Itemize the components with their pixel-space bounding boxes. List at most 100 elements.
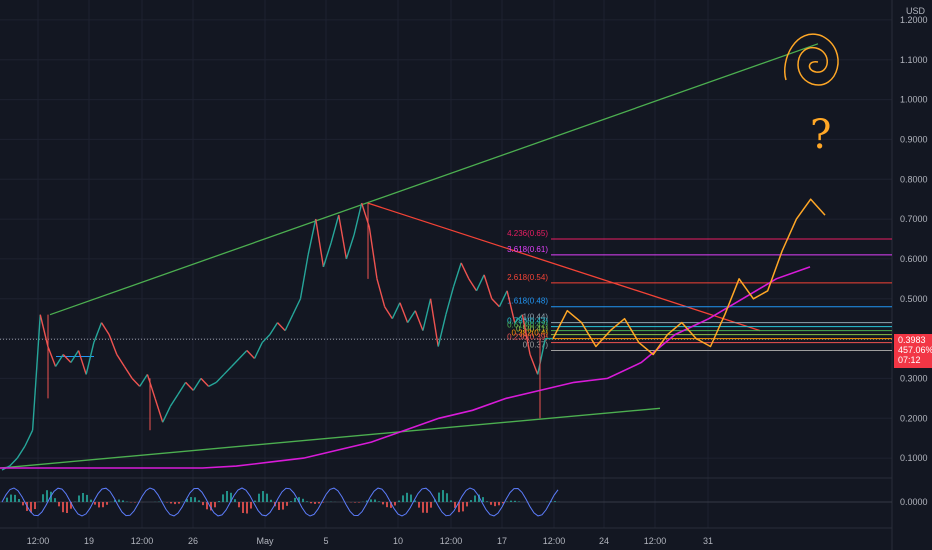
osc-bar: [18, 498, 20, 502]
price-segment: [154, 398, 164, 423]
osc-bar: [114, 499, 116, 502]
osc-bar: [250, 502, 252, 509]
osc-bar: [22, 502, 24, 506]
osc-bar: [318, 502, 320, 504]
price-segment: [231, 358, 240, 367]
price-segment: [223, 365, 233, 375]
osc-bar: [286, 502, 288, 506]
price-segment: [276, 322, 286, 332]
fib-level-label: 0.618(0.42): [507, 321, 548, 330]
time-axis[interactable]: 12:00 19 12:00 26 May 5 10 12:00 17 12:00 24 12:00 3…: [27, 536, 713, 546]
osc-bar: [90, 499, 92, 502]
osc-bar: [494, 502, 496, 507]
osc-bar: [506, 501, 508, 502]
y-tick-label: 0.7000: [900, 214, 928, 224]
osc-bar: [490, 502, 492, 505]
price-segment: [330, 214, 340, 244]
osc-bar: [46, 490, 48, 502]
osc-bar: [466, 502, 468, 507]
price-segment: [491, 298, 500, 308]
osc-bar: [202, 502, 204, 506]
fib-level-label: 0.5(0.41): [516, 325, 548, 334]
osc-bar: [462, 502, 464, 512]
osc-bar: [382, 502, 384, 505]
price-segment: [391, 302, 401, 319]
price-segment: [253, 342, 263, 359]
price-segment: [429, 298, 439, 347]
osc-bar: [262, 491, 264, 502]
osc-bar: [374, 499, 376, 502]
price-segment: [498, 290, 508, 308]
price-segment: [215, 373, 225, 383]
price-segment: [24, 429, 34, 447]
question-mark: ?: [810, 112, 831, 158]
osc-bar: [54, 498, 56, 502]
price-segment: [139, 374, 148, 387]
osc-bar: [394, 502, 396, 506]
osc-bar: [386, 502, 388, 508]
x-tick-label: 10: [393, 536, 403, 546]
osc-bar: [282, 502, 284, 510]
x-tick-label: 12:00: [440, 536, 463, 546]
price-segment: [537, 338, 547, 375]
osc-bar: [106, 502, 108, 505]
osc-bar: [270, 499, 272, 502]
fib-level-label: 0.236(0.39): [507, 333, 548, 342]
osc-bar: [498, 502, 500, 506]
price-segment: [529, 354, 539, 375]
price-segment: [169, 393, 179, 407]
fib-level-label: 4.236(0.65): [507, 229, 548, 238]
osc-bar: [178, 502, 180, 504]
osc-bar: [226, 490, 228, 502]
price-segment: [506, 290, 516, 323]
price-axis[interactable]: USD 1.2000 1.1000 1.0000 0.9000 0.8000 0.7000…: [900, 6, 928, 463]
price-segment: [54, 354, 64, 367]
price-segment: [208, 381, 217, 388]
price-segment: [62, 354, 72, 363]
last-price-badge: 0.3983 457.06% 07:12: [894, 334, 932, 368]
osc-bar: [314, 502, 316, 504]
price-segment: [368, 226, 378, 279]
y-tick-label: 1.0000: [900, 95, 928, 105]
osc-bar: [10, 494, 12, 502]
price-segment: [162, 405, 171, 423]
price-segment: [100, 322, 110, 335]
osc-bar: [174, 502, 176, 505]
price-segment: [185, 381, 194, 391]
price-change: 457.06%: [898, 345, 932, 355]
fib-level-label: 0.382(0.4): [512, 329, 549, 338]
y-tick-label: 0.2000: [900, 413, 928, 423]
currency-label: USD: [906, 6, 926, 16]
price-segment: [269, 322, 279, 335]
osc-bar: [210, 502, 212, 511]
osc-bar: [58, 502, 60, 507]
y-tick-label: 0.8000: [900, 174, 928, 184]
osc-bar: [430, 502, 432, 508]
osc-bar: [406, 492, 408, 502]
osc-bar: [30, 502, 32, 513]
x-tick-label: 12:00: [543, 536, 566, 546]
price-segment: [123, 366, 133, 379]
osc-bar: [290, 501, 292, 502]
price-segment: [292, 298, 302, 315]
osc-bar: [510, 500, 512, 502]
osc-bar: [322, 502, 324, 503]
osc-bar: [78, 495, 80, 502]
price-segment: [246, 350, 256, 359]
osc-bar: [222, 494, 224, 502]
osc-bar: [454, 502, 456, 508]
osc-bar: [14, 494, 16, 502]
x-tick-label: 26: [188, 536, 198, 546]
osc-zero-label: 0.0000: [900, 497, 928, 507]
osc-bar: [486, 501, 488, 502]
projection-path: [552, 198, 826, 356]
osc-bar: [366, 500, 368, 502]
price-segment: [460, 262, 470, 280]
osc-bar: [414, 500, 416, 502]
osc-bar: [254, 500, 256, 502]
price-segment: [93, 322, 103, 343]
osc-bar: [206, 502, 208, 510]
price-segment: [407, 310, 416, 324]
osc-bar: [6, 497, 8, 502]
